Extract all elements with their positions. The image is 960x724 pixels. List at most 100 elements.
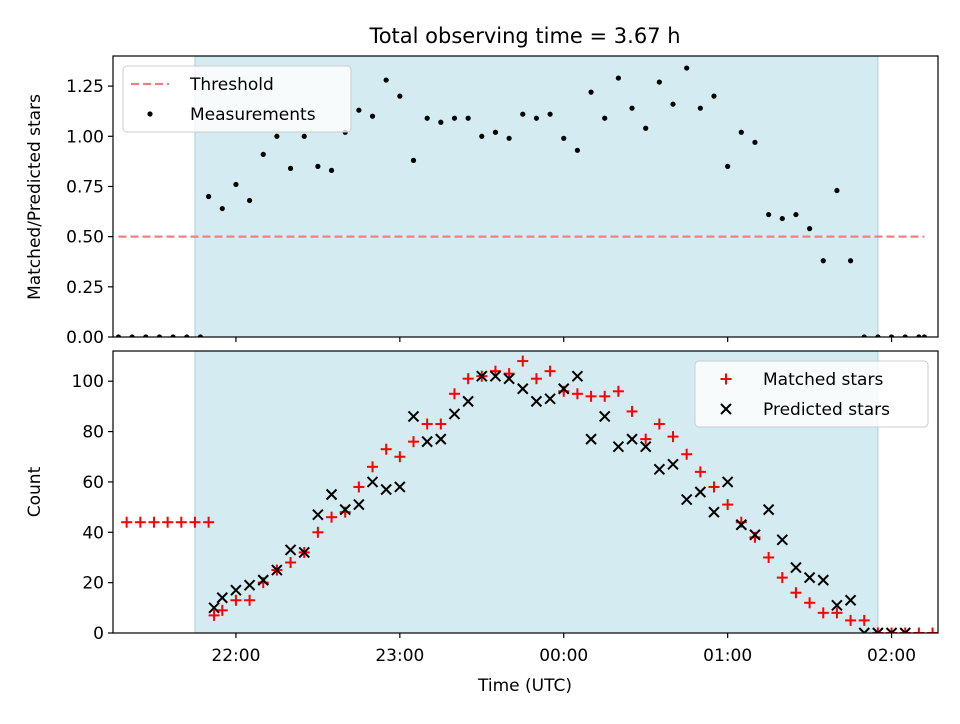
predicted-point-b [585, 433, 597, 445]
measurement-point [847, 258, 854, 264]
measurement-point [807, 226, 813, 232]
predicted-point [667, 458, 679, 471]
predicted-point-b [749, 529, 761, 541]
predicted-point [899, 627, 911, 633]
measurement-point [287, 165, 294, 171]
predicted-point [599, 410, 611, 423]
predicted-point [694, 486, 707, 498]
chart-title: Total observing time = 3.67 h [368, 24, 680, 48]
predicted-point-b [435, 433, 447, 445]
predicted-point-b [735, 519, 748, 531]
predicted-point-b [639, 440, 652, 453]
matched-point [640, 433, 652, 445]
matched-point [886, 627, 898, 633]
predicted-point [858, 627, 870, 633]
predicted-point [325, 488, 338, 501]
measurement-point [356, 107, 362, 113]
measurement-point [725, 163, 731, 169]
matched-point [954, 628, 960, 639]
matched-point [394, 451, 406, 463]
measurement-point [197, 334, 204, 337]
matched-point [817, 607, 829, 619]
matched-point [708, 481, 720, 493]
predicted-point [680, 493, 693, 506]
measurement-point [115, 334, 122, 337]
y-tick-label: 80 [82, 423, 104, 443]
measurement-point [424, 115, 430, 121]
predicted-point-b [708, 506, 720, 518]
y-tick-label: 100 [72, 372, 104, 392]
measurement-point [574, 147, 581, 153]
predicted-point [612, 440, 625, 453]
matched-point [927, 627, 938, 633]
matched-point [448, 388, 460, 400]
matched-point [667, 431, 679, 443]
measurement-point [410, 157, 417, 163]
predicted-point-b [312, 508, 324, 521]
measurement-point [260, 151, 266, 157]
matched-point [845, 614, 857, 626]
measurement-point [369, 113, 376, 119]
matched-point [694, 466, 706, 478]
predicted-point-b [366, 476, 379, 488]
y-tick-label: 0.25 [66, 278, 104, 298]
matched-point [134, 516, 146, 528]
predicted-point [639, 440, 652, 453]
bottom-panel: 0 20 40 60 80 100 22:00 23:00 00:00 01:00 02:00 Mat… [72, 350, 960, 666]
predicted-point [708, 506, 720, 518]
x-tick-label: 22:00 [211, 646, 260, 666]
measurement-point [902, 334, 908, 337]
matched-point [435, 418, 447, 430]
matched-point [544, 365, 556, 377]
predicted-point-b [394, 481, 406, 493]
matched-point [899, 627, 911, 633]
matched-point [763, 551, 775, 563]
measurement-point [170, 334, 176, 337]
predicted-point [803, 571, 816, 584]
y-tick-label: 20 [82, 574, 104, 594]
predicted-point [749, 529, 761, 541]
measurement-point [156, 334, 163, 337]
measurement-point [615, 75, 621, 81]
measurement-point [451, 115, 458, 121]
bottom-y-axis-label: Count [25, 466, 45, 517]
matched-point [208, 609, 220, 621]
y-tick-label: 0 [93, 624, 104, 644]
matched-point [380, 443, 392, 455]
matched-point [653, 418, 665, 430]
top-panel: 0.00 0.25 0.50 0.75 1.00 1.25 Threshold Measure… [66, 55, 939, 348]
predicted-point-b [653, 463, 666, 476]
measurement-point [738, 129, 744, 135]
axes-frame [112, 350, 939, 634]
predicted-point-b [803, 571, 816, 584]
predicted-point-b [353, 498, 365, 511]
legend-threshold-label: Threshold [189, 75, 274, 95]
predicted-point [872, 627, 884, 633]
predicted-point [844, 594, 857, 606]
predicted-point-b [298, 546, 310, 559]
predicted-point [448, 408, 461, 420]
predicted-point [476, 370, 488, 382]
measurement-point [561, 135, 567, 141]
matched-point [421, 418, 433, 430]
predicted-point-b [448, 408, 461, 420]
plot-area [115, 65, 927, 337]
legend-predicted-label: Predicted stars [763, 400, 890, 420]
measurement-point [629, 105, 635, 111]
measurement-point [206, 193, 212, 200]
predicted-point-b [544, 393, 556, 405]
x-tick-label: 01:00 [703, 646, 752, 666]
measurement-point [656, 79, 662, 85]
predicted-point [530, 395, 543, 408]
predicted-point [435, 433, 447, 445]
matched-point [722, 499, 734, 511]
measurement-point [602, 115, 608, 121]
legend: Matched stars Predicted stars [694, 360, 929, 428]
measurement-point [779, 215, 785, 222]
series-predicted-stars [208, 370, 911, 633]
measurement-point [506, 135, 512, 141]
matched-point [599, 390, 611, 402]
measurement-point [479, 133, 485, 139]
predicted-point-b [339, 503, 351, 516]
